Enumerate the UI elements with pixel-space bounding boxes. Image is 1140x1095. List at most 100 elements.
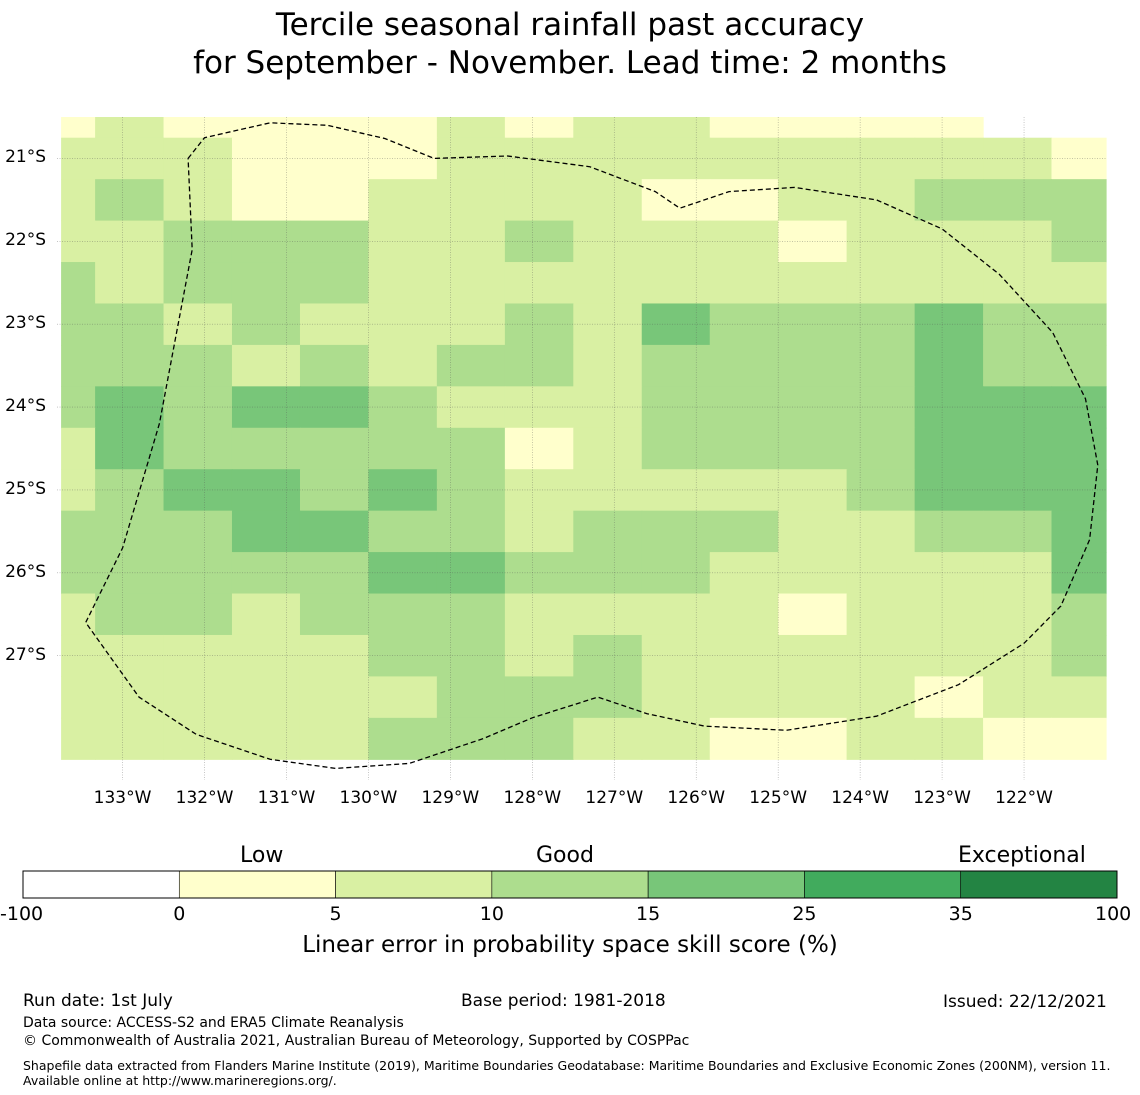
heatmap-cell: [163, 717, 233, 760]
heatmap-cell: [95, 344, 165, 387]
heatmap-cell: [61, 469, 96, 512]
heatmap-cell: [846, 117, 916, 139]
heatmap-cell: [231, 634, 301, 678]
heatmap-cell: [573, 179, 643, 222]
heatmap-cell: [641, 510, 711, 553]
heatmap-cell: [573, 117, 643, 139]
heatmap-cell: [1051, 179, 1107, 222]
heatmap-cell: [368, 262, 438, 305]
heatmap-cell: [641, 469, 711, 512]
heatmap-cell: [436, 427, 506, 470]
heatmap-cell: [846, 344, 916, 387]
heatmap-cell: [299, 179, 370, 222]
heatmap-cell: [1051, 510, 1107, 553]
heatmap-cell: [778, 427, 848, 470]
heatmap-cell: [846, 552, 916, 595]
colorbar-segment: [804, 870, 962, 899]
heatmap-cell: [914, 593, 984, 636]
heatmap-cell: [573, 717, 643, 760]
heatmap-cell: [983, 344, 1053, 387]
heatmap-cell: [709, 344, 779, 387]
x-tick-label: 130°W: [339, 788, 398, 808]
heatmap-cell: [846, 179, 916, 222]
heatmap-cell: [641, 303, 711, 346]
heatmap-cell: [846, 676, 916, 719]
heatmap-cell: [709, 262, 779, 305]
heatmap-cell: [846, 262, 916, 305]
y-tick-label: 22°S: [5, 230, 46, 251]
colorbar-tick-label: 25: [792, 903, 817, 925]
heatmap-cell: [1051, 427, 1107, 470]
heatmap-cell: [914, 344, 984, 387]
heatmap-cell: [504, 117, 574, 139]
heatmap-cell: [641, 220, 711, 263]
run-date: Run date: 1st July: [23, 991, 173, 1011]
heatmap-cell: [299, 117, 370, 139]
heatmap-cell: [61, 117, 96, 139]
heatmap-cell: [61, 386, 96, 429]
heatmap-cell: [95, 510, 165, 553]
heatmap-cell: [778, 676, 848, 719]
colorbar-header-exceptional: Exceptional: [958, 843, 1086, 868]
colorbar-tick-label: 5: [329, 903, 342, 925]
colorbar-outline: [22, 870, 1118, 899]
eez-boundary-layer: [84, 122, 1099, 770]
heatmap-cell: [231, 179, 301, 222]
heatmap-cell: [299, 344, 370, 387]
heatmap-cell: [231, 593, 301, 636]
heatmap-cell: [778, 717, 848, 760]
heatmap-cell: [163, 427, 233, 470]
heatmap-cell: [61, 717, 96, 760]
heatmap-cell: [231, 262, 301, 305]
colorbar-tick-label: 0: [173, 903, 186, 925]
heatmap-cell: [95, 593, 165, 636]
heatmap-cell: [573, 510, 643, 553]
heatmap-cell: [846, 593, 916, 636]
heatmap-cell: [846, 427, 916, 470]
heatmap-cell: [504, 179, 574, 222]
heatmap-cell: [436, 717, 506, 760]
heatmap-cell: [163, 676, 233, 719]
colorbar-segment: [22, 870, 180, 899]
heatmap-cell: [504, 676, 574, 719]
heatmap-cell: [95, 179, 165, 222]
x-tick-label: 128°W: [503, 788, 562, 808]
x-tick-label: 123°W: [913, 788, 971, 808]
heatmap-cell: [504, 510, 574, 553]
x-tick-label: 129°W: [421, 788, 480, 808]
heatmap-cell: [641, 386, 711, 429]
heatmap-cell: [641, 427, 711, 470]
heatmap-cell: [641, 117, 711, 139]
x-tick-label: 125°W: [749, 788, 808, 808]
heatmap-cell: [163, 344, 233, 387]
y-tick-label: 26°S: [5, 561, 46, 582]
shapefile-credit: Shapefile data extracted from Flanders M…: [23, 1058, 1111, 1088]
heatmap-cell: [983, 593, 1053, 636]
heatmap-cell: [231, 510, 301, 553]
heatmap-cell: [641, 552, 711, 595]
heatmap-cell: [163, 593, 233, 636]
heatmap-cell: [1051, 593, 1107, 636]
heatmap-cell: [778, 510, 848, 553]
heatmap-cell: [231, 220, 301, 263]
heatmap-cell: [504, 262, 574, 305]
heatmap-cell: [709, 676, 779, 719]
heatmap-cell: [231, 137, 301, 180]
heatmap-cell: [61, 137, 96, 180]
colorbar-header-good: Good: [536, 843, 594, 868]
x-tick-label: 132°W: [175, 788, 234, 808]
heatmap-cell: [368, 344, 438, 387]
heatmap-cell: [846, 469, 916, 512]
heatmap-cell: [299, 593, 370, 636]
heatmap-cell: [163, 262, 233, 305]
heatmap-cell: [436, 469, 506, 512]
heatmap-cell: [163, 510, 233, 553]
colorbar-segment: [178, 870, 336, 899]
heatmap-cell: [95, 117, 165, 139]
y-tick-label: 24°S: [5, 396, 46, 417]
heatmap-cell: [573, 676, 643, 719]
heatmap-cell: [231, 427, 301, 470]
y-tick-label: 23°S: [5, 313, 46, 334]
heatmap-cell: [61, 634, 96, 678]
